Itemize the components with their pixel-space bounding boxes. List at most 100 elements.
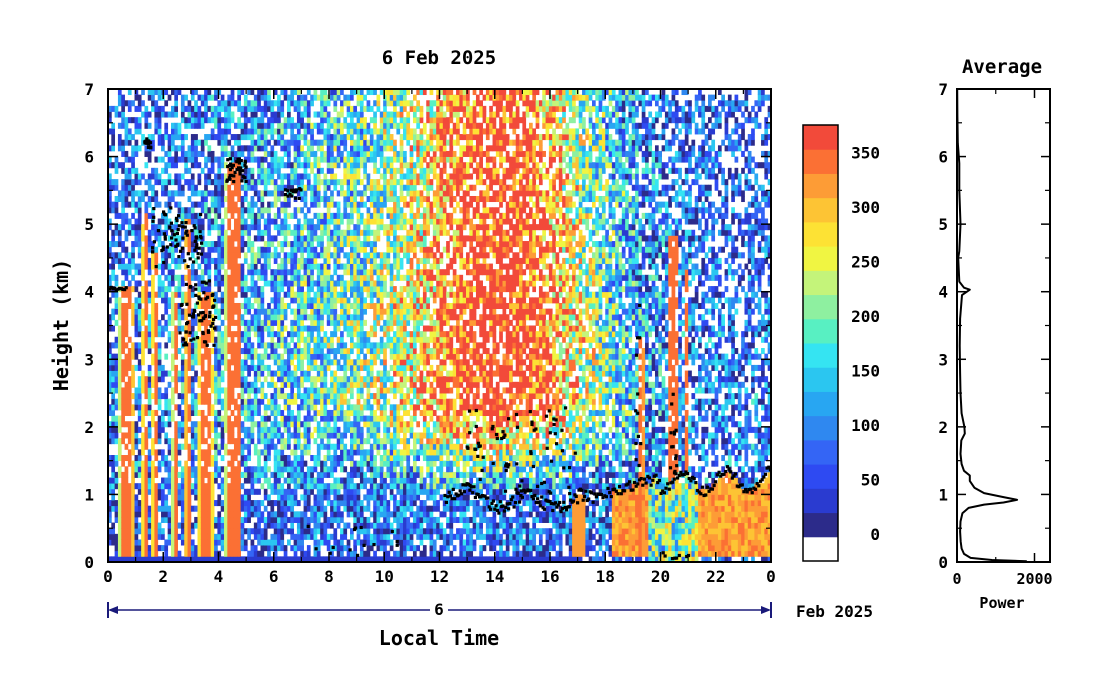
heatmap-cell	[300, 150, 304, 157]
heatmap-cell	[134, 533, 139, 540]
heatmap-cell	[141, 342, 145, 349]
heatmap-cell	[184, 528, 188, 535]
heatmap-cell	[240, 404, 245, 411]
heatmap-cell	[263, 342, 268, 349]
heatmap-cell	[310, 325, 314, 332]
heatmap-cell	[336, 139, 341, 146]
heatmap-cell	[336, 409, 341, 416]
heatmap-cell	[340, 387, 344, 394]
heatmap-cell	[356, 269, 361, 276]
heatmap-cell	[210, 522, 215, 529]
heatmap-cell	[306, 111, 311, 118]
heatmap-cell	[194, 545, 198, 552]
heatmap-cell	[167, 505, 172, 512]
heatmap-cell	[210, 488, 215, 495]
heatmap-cell	[141, 432, 145, 439]
heatmap-cell	[230, 319, 235, 326]
heatmap-cell	[124, 393, 129, 400]
heatmap-cell	[144, 297, 149, 304]
heatmap-cell	[306, 426, 311, 433]
heatmap-cell	[117, 483, 122, 490]
heatmap-cell	[177, 409, 182, 416]
heatmap-cell	[147, 179, 152, 186]
heatmap-cell	[214, 190, 218, 197]
heatmap-cell	[350, 263, 354, 270]
heatmap-cell	[250, 207, 255, 214]
heatmap-cell	[350, 494, 354, 501]
heatmap-cell	[310, 359, 314, 366]
heatmap-cell	[356, 252, 361, 259]
heatmap-cell	[137, 376, 142, 383]
heatmap-cell	[137, 449, 142, 456]
heatmap-cell	[154, 432, 159, 439]
heatmap-cell	[187, 207, 192, 214]
heatmap-cell	[343, 134, 348, 141]
heatmap-cell	[257, 370, 261, 377]
heatmap-cell	[356, 466, 361, 473]
heatmap-cell	[290, 376, 295, 383]
heatmap-cell	[111, 387, 116, 394]
heatmap-cell	[134, 387, 139, 394]
heatmap-cell	[287, 117, 291, 124]
heatmap-cell	[313, 94, 318, 101]
heatmap-cell	[240, 545, 245, 552]
heatmap-cell	[260, 331, 265, 338]
heatmap-cell	[260, 426, 265, 433]
heatmap-cell	[230, 393, 235, 400]
heatmap-cell	[316, 426, 321, 433]
heatmap-cell	[353, 539, 358, 546]
heatmap-cell	[330, 516, 334, 523]
heatmap-cell	[137, 145, 142, 152]
heatmap-cell	[260, 122, 265, 129]
heatmap-cell	[350, 426, 354, 433]
heatmap-cell	[141, 550, 145, 557]
heatmap-cell	[121, 212, 125, 219]
heatmap-cell	[326, 364, 331, 371]
heatmap-cell	[300, 241, 304, 248]
heatmap-cell	[127, 421, 132, 428]
heatmap-cell	[230, 539, 235, 546]
heatmap-cell	[127, 229, 132, 236]
heatmap-cell	[167, 319, 172, 326]
heatmap-cell	[157, 105, 162, 112]
heatmap-cell	[240, 319, 245, 326]
heatmap-cell	[250, 415, 255, 422]
heatmap-cell	[330, 280, 334, 287]
heatmap-cell	[121, 246, 125, 253]
heatmap-cell	[363, 455, 367, 462]
heatmap-cell	[253, 212, 258, 219]
heatmap-cell	[356, 381, 361, 388]
heatmap-cell	[220, 145, 225, 152]
heatmap-cell	[247, 167, 251, 174]
heatmap-cell	[227, 263, 232, 270]
heatmap-cell	[224, 241, 228, 248]
heatmap-cell	[217, 364, 222, 371]
heatmap-cell	[200, 505, 205, 512]
heatmap-cell	[356, 167, 361, 174]
heatmap-cell	[141, 224, 145, 231]
heatmap-cell	[227, 516, 232, 523]
heatmap-cell	[253, 111, 258, 118]
heatmap-cell	[214, 89, 218, 96]
heatmap-cell	[260, 393, 265, 400]
heatmap-cell	[224, 516, 228, 523]
heatmap-cell	[260, 359, 265, 366]
heatmap-cell	[343, 393, 348, 400]
heatmap-cell	[306, 257, 311, 264]
heatmap-cell	[250, 241, 255, 248]
heatmap-cell	[194, 393, 198, 400]
heatmap-cell	[346, 302, 351, 310]
heatmap-cell	[108, 319, 112, 326]
heatmap-cell	[161, 145, 165, 152]
heatmap-cell	[224, 364, 228, 371]
heatmap-cell	[303, 241, 308, 248]
heatmap-cell	[270, 235, 275, 242]
heatmap-cell	[187, 409, 192, 416]
heatmap-cell	[204, 471, 208, 478]
heatmap-cell	[253, 286, 258, 293]
heatmap-cell	[280, 376, 285, 383]
heatmap-cell	[316, 393, 321, 400]
heatmap-cell	[343, 533, 348, 540]
heatmap-cell	[303, 550, 308, 557]
heatmap-cell	[330, 173, 334, 180]
